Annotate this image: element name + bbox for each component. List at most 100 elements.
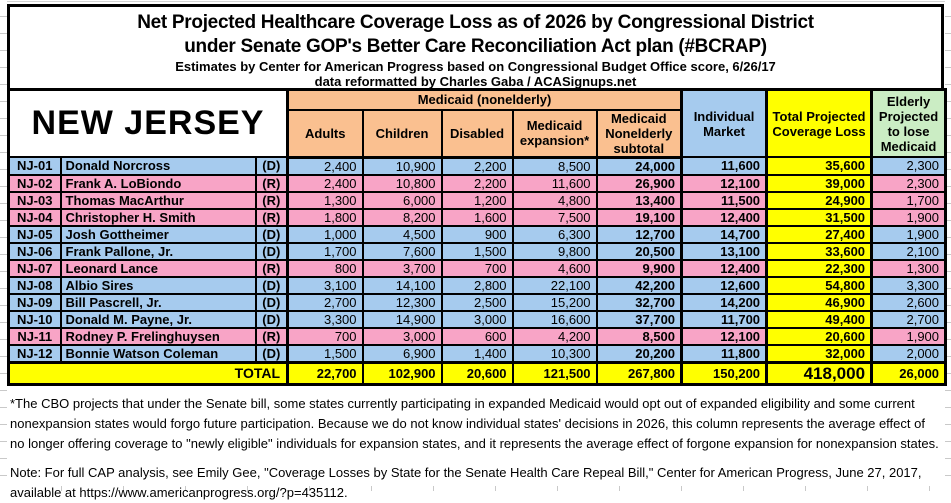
medicaid-subtotal-header: Medicaid Nonelderly subtotal: [595, 108, 683, 159]
sheet-gridlines-bottom: [0, 486, 951, 491]
elderly-cell: 2,100: [870, 241, 947, 261]
children-cell: 10,900: [361, 156, 443, 176]
disabled-cell: 1,200: [440, 190, 514, 210]
subtotal-cell: 26,900: [595, 173, 683, 193]
total-loss-cell: 27,400: [765, 224, 873, 244]
grand-total-cell: 418,000: [765, 360, 873, 385]
total-loss-cell: 46,900: [765, 292, 873, 312]
party-cell: (R): [254, 326, 289, 346]
individual-market-cell: 12,600: [680, 275, 768, 295]
table-row: NJ-11 Rodney P. Frelinghuysen (R) 700 3,…: [7, 326, 947, 346]
district-cell: NJ-12: [7, 343, 62, 363]
total-loss-cell: 33,600: [765, 241, 873, 261]
adults-cell: 1,300: [286, 190, 364, 210]
total-loss-cell: 24,900: [765, 190, 873, 210]
coverage-loss-table: NEW JERSEY Medicaid (nonelderly) Individ…: [7, 88, 948, 386]
district-cell: NJ-07: [7, 258, 62, 278]
total-children-cell: 102,900: [361, 360, 443, 385]
children-cell: 6,000: [361, 190, 443, 210]
rep-name-cell: Rodney P. Frelinghuysen: [60, 326, 257, 346]
party-cell: (D): [254, 224, 289, 244]
district-cell: NJ-11: [7, 326, 62, 346]
table-row: NJ-09 Bill Pascrell, Jr. (D) 2,700 12,30…: [7, 292, 947, 312]
elderly-cell: 1,300: [870, 258, 947, 278]
total-loss-cell: 31,500: [765, 207, 873, 227]
subtotal-cell: 24,000: [595, 156, 683, 176]
title-subtext-credit: data reformatted by Charles Gaba / ACASi…: [314, 74, 637, 89]
elderly-cell: 1,900: [870, 224, 947, 244]
district-cell: NJ-05: [7, 224, 62, 244]
expansion-cell: 4,800: [511, 190, 598, 210]
individual-market-cell: 11,500: [680, 190, 768, 210]
expansion-cell: 15,200: [511, 292, 598, 312]
party-cell: (D): [254, 156, 289, 176]
page-title-line1: Net Projected Healthcare Coverage Loss a…: [137, 12, 814, 33]
table-row: NJ-04 Christopher H. Smith (R) 1,800 8,2…: [7, 207, 947, 227]
total-row: TOTAL 22,700 102,900 20,600 121,500 267,…: [7, 360, 947, 385]
total-expansion-cell: 121,500: [511, 360, 598, 385]
individual-market-cell: 11,700: [680, 309, 768, 329]
children-cell: 3,700: [361, 258, 443, 278]
expansion-cell: 4,600: [511, 258, 598, 278]
children-cell: 6,900: [361, 343, 443, 363]
title-box: Net Projected Healthcare Coverage Loss a…: [7, 4, 944, 89]
disabled-header: Disabled: [440, 108, 514, 159]
rep-name-cell: Bonnie Watson Coleman: [60, 343, 257, 363]
total-adults-cell: 22,700: [286, 360, 364, 385]
adults-header: Adults: [286, 108, 364, 159]
total-label-cell: TOTAL: [7, 360, 289, 385]
subtotal-cell: 13,400: [595, 190, 683, 210]
children-cell: 14,900: [361, 309, 443, 329]
individual-market-cell: 12,100: [680, 173, 768, 193]
adults-cell: 800: [286, 258, 364, 278]
rep-name-cell: Josh Gottheimer: [60, 224, 257, 244]
total-elderly-cell: 26,000: [870, 360, 947, 385]
expansion-cell: 6,300: [511, 224, 598, 244]
disabled-cell: 700: [440, 258, 514, 278]
total-disabled-cell: 20,600: [440, 360, 514, 385]
subtotal-cell: 19,100: [595, 207, 683, 227]
district-cell: NJ-09: [7, 292, 62, 312]
medicaid-group-header: Medicaid (nonelderly): [286, 88, 683, 111]
total-coverage-loss-header: Total Projected Coverage Loss: [765, 88, 873, 158]
children-cell: 4,500: [361, 224, 443, 244]
adults-cell: 2,400: [286, 156, 364, 176]
individual-market-cell: 13,100: [680, 241, 768, 261]
district-cell: NJ-06: [7, 241, 62, 261]
district-cell: NJ-08: [7, 275, 62, 295]
district-cell: NJ-04: [7, 207, 62, 227]
elderly-cell: 2,700: [870, 309, 947, 329]
district-cell: NJ-01: [7, 156, 62, 176]
individual-market-cell: 12,400: [680, 258, 768, 278]
footnote-asterisk: *The CBO projects that under the Senate …: [10, 396, 939, 451]
individual-market-cell: 11,600: [680, 156, 768, 176]
elderly-cell: 1,900: [870, 207, 947, 227]
rep-name-cell: Leonard Lance: [60, 258, 257, 278]
disabled-cell: 600: [440, 326, 514, 346]
disabled-cell: 2,500: [440, 292, 514, 312]
party-cell: (D): [254, 241, 289, 261]
individual-market-cell: 12,400: [680, 207, 768, 227]
subtotal-cell: 37,700: [595, 309, 683, 329]
footnotes: *The CBO projects that under the Senate …: [10, 394, 942, 503]
disabled-cell: 2,200: [440, 173, 514, 193]
sheet-gridline-top: [0, 1, 951, 2]
coverage-loss-table-wrap: NEW JERSEY Medicaid (nonelderly) Individ…: [7, 88, 948, 386]
table-row: NJ-02 Frank A. LoBiondo (R) 2,400 10,800…: [7, 173, 947, 193]
elderly-medicaid-header: Elderly Projected to lose Medicaid: [870, 88, 947, 158]
adults-cell: 1,000: [286, 224, 364, 244]
rep-name-cell: Thomas MacArthur: [60, 190, 257, 210]
total-subtotal-cell: 267,800: [595, 360, 683, 385]
table-row: NJ-06 Frank Pallone, Jr. (D) 1,700 7,600…: [7, 241, 947, 261]
expansion-cell: 8,500: [511, 156, 598, 176]
disabled-cell: 1,400: [440, 343, 514, 363]
title-subtext-source: Estimates by Center for American Progres…: [175, 59, 776, 74]
party-cell: (D): [254, 343, 289, 363]
adults-cell: 2,400: [286, 173, 364, 193]
subtotal-cell: 42,200: [595, 275, 683, 295]
subtotal-cell: 8,500: [595, 326, 683, 346]
individual-market-header: Individual Market: [680, 88, 768, 158]
party-cell: (R): [254, 258, 289, 278]
district-cell: NJ-10: [7, 309, 62, 329]
